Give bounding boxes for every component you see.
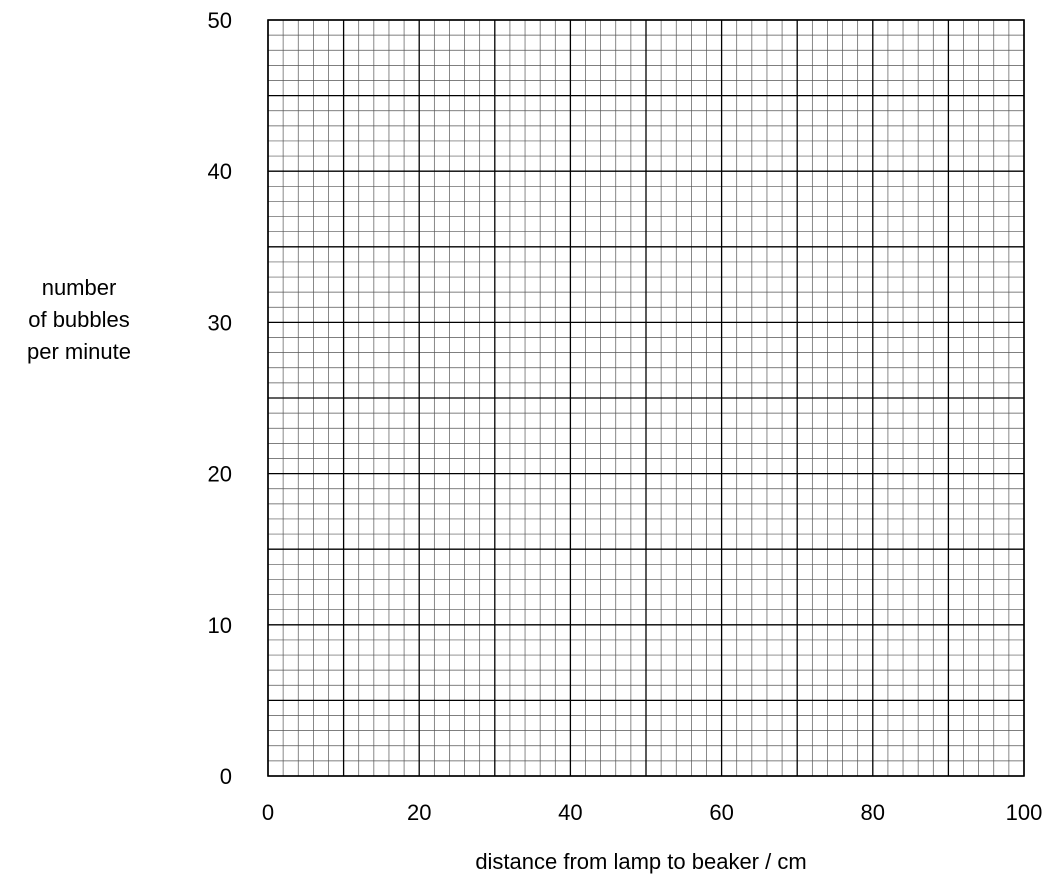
y-tick-label: 50 bbox=[208, 8, 232, 33]
y-axis-title: number of bubbles per minute bbox=[27, 275, 131, 364]
x-tick-label: 0 bbox=[262, 800, 274, 825]
x-tick-label: 100 bbox=[1006, 800, 1043, 825]
x-tick-label: 20 bbox=[407, 800, 431, 825]
y-axis-title-line: per minute bbox=[27, 339, 131, 364]
x-tick-label: 40 bbox=[558, 800, 582, 825]
y-axis-tick-labels: 0 10 20 30 40 50 bbox=[208, 8, 232, 789]
y-tick-label: 10 bbox=[208, 613, 232, 638]
plot-area-frame bbox=[267, 19, 1025, 777]
y-tick-label: 40 bbox=[208, 159, 232, 184]
y-axis-title-line: number bbox=[42, 275, 117, 300]
y-tick-label: 30 bbox=[208, 310, 232, 335]
y-tick-label: 0 bbox=[220, 764, 232, 789]
y-axis-title-line: of bubbles bbox=[28, 307, 130, 332]
x-tick-label: 60 bbox=[709, 800, 733, 825]
y-tick-label: 20 bbox=[208, 462, 232, 487]
x-axis-tick-labels: 0 20 40 60 80 100 bbox=[262, 800, 1042, 825]
x-tick-label: 80 bbox=[861, 800, 885, 825]
x-axis-title: distance from lamp to beaker / cm bbox=[475, 849, 806, 874]
